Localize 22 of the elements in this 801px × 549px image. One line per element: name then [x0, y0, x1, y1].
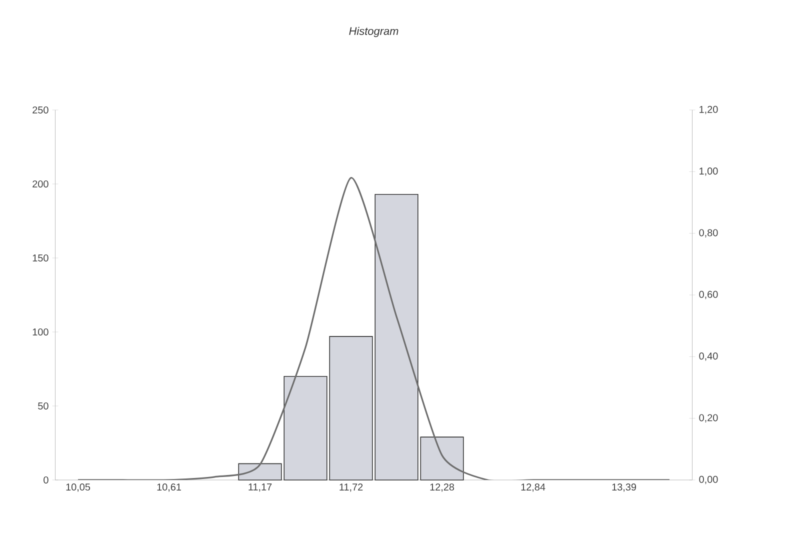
- x-tick-label: 10,05: [66, 484, 90, 492]
- chart-title: Histogram: [349, 26, 398, 38]
- x-tick-label: 13,39: [612, 484, 636, 492]
- y2-tick-label: 0,20: [699, 414, 718, 422]
- x-tick-label: 10,61: [157, 484, 181, 492]
- x-tick-label: 11,72: [340, 484, 363, 492]
- y-tick-label: 50: [38, 402, 48, 410]
- x-tick-label: 12,28: [430, 484, 454, 492]
- y2-tick-label: 0,40: [699, 352, 718, 361]
- y-tick-label: 0: [44, 476, 48, 484]
- y-tick-label: 250: [32, 106, 48, 114]
- y-tick-label: 100: [32, 328, 48, 336]
- x-tick-label: 12,84: [521, 484, 546, 492]
- y2-tick-label: 1,20: [700, 106, 718, 114]
- y2-tick-label: 0,00: [699, 476, 718, 484]
- y-tick-label: 150: [32, 254, 48, 262]
- y2-tick-label: 0,80: [699, 229, 718, 238]
- y2-tick-label: 0,60: [699, 290, 718, 300]
- y-tick-label: 200: [32, 180, 48, 188]
- x-tick-label: 11,17: [248, 484, 272, 492]
- y2-tick-label: 1,00: [700, 168, 718, 176]
- line-series: [77, 177, 670, 480]
